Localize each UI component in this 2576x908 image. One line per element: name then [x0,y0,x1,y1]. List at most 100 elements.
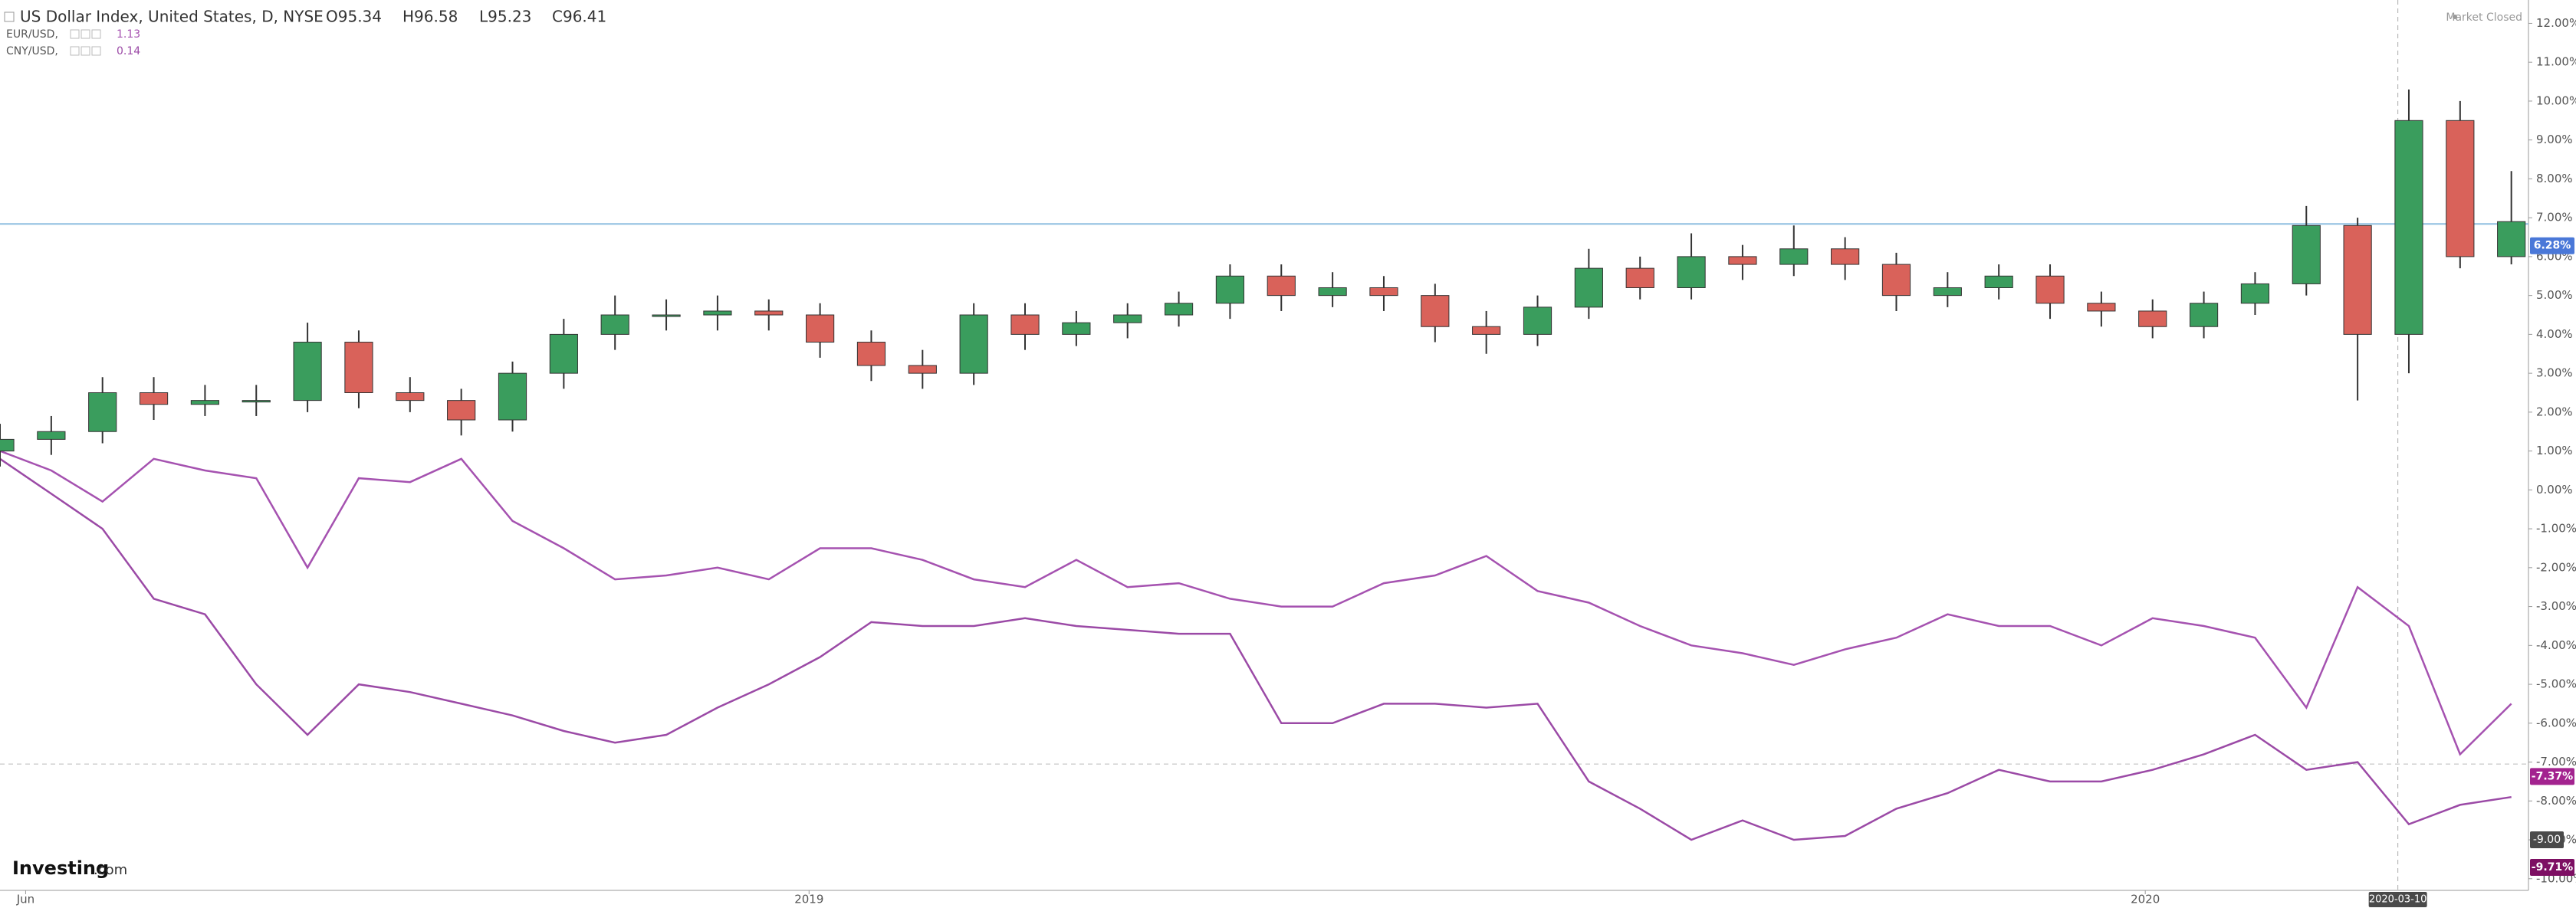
candle-body [1113,314,1142,323]
price-tag-label: -7.37% [2532,770,2573,782]
price-tag-label: 6.28% [2534,240,2571,252]
y-tick-label: 3.00% [2536,366,2573,380]
candle-body [908,365,937,374]
candle-body [2497,221,2526,257]
status-dot [2453,15,2457,19]
series-line [0,457,2512,841]
candle-body [1625,267,1654,288]
candle-body [447,400,476,421]
candle-body [2240,283,2270,304]
crosshair-x-label: 2020-03-10 [2369,894,2427,906]
price-tag [2530,768,2574,785]
candle-body [959,314,988,374]
x-tick-label: Jun [16,893,34,906]
candle-body [549,333,578,374]
candle-body [344,342,373,393]
y-tick-label: -4.00% [2536,638,2576,652]
y-tick-label: 4.00% [2536,327,2573,341]
candle-body [139,392,169,405]
candle-body [856,342,886,366]
candle-body [2189,303,2219,327]
y-tick-label: -2.00% [2536,560,2576,574]
x-tick-label: 2020 [2131,893,2160,906]
legend-name: EUR/USD, [6,28,58,41]
candle-body [1574,267,1603,308]
y-tick-label: 7.00% [2536,211,2573,225]
series-line [0,450,2512,756]
candle-body [806,314,835,343]
price-tag-label: -9.71% [2532,861,2573,874]
y-tick-label: -3.00% [2536,599,2576,613]
candle-body [2292,225,2321,284]
candle-body [1215,275,1245,304]
candle-body [1523,306,1552,335]
candle-body [2087,303,2116,312]
candle-body [754,310,784,316]
candle-body [1421,295,1450,327]
y-tick-label: 12.00% [2536,16,2576,30]
candle-body [1831,248,1860,265]
legend-price: 1.13 [117,28,140,41]
candle-body [1062,322,1091,335]
candle-body [1369,287,1398,297]
candle-body [0,438,15,452]
candle-body [88,392,117,432]
y-tick-label: 2.00% [2536,405,2573,418]
market-status: Market Closed [2446,11,2522,24]
candle-body [600,314,629,335]
y-tick-label: 0.00% [2536,483,2573,497]
candle-body [37,431,66,440]
y-tick-label: 5.00% [2536,288,2573,302]
legend-icon [70,29,80,39]
candle-body [190,400,219,405]
candle-body [1728,256,1757,265]
candle-body [703,310,732,316]
candle-body [1010,314,1040,335]
header-close: C96.41 [552,8,606,26]
y-tick-label: 1.00% [2536,444,2573,457]
legend-icon [80,46,90,56]
logo-brand: Investing [12,857,109,879]
candle-body [2446,120,2475,257]
collapse-icon[interactable] [4,11,15,22]
crosshair-x-tag [2368,892,2427,907]
y-tick-label: 10.00% [2536,93,2576,107]
logo-suffix: .com [94,862,127,878]
candle-body [2036,275,2065,304]
header-high: H96.58 [402,8,458,26]
candle-body [2394,120,2423,335]
candle-body [242,400,271,403]
crosshair-y-label: -9.00 [2533,834,2561,846]
y-tick-label: -7.00% [2536,755,2576,769]
candle-body [2343,225,2372,335]
candle-body [1984,275,2013,288]
candle-body [652,314,681,317]
candle-body [1164,303,1194,316]
candle-body [396,392,425,402]
candle-body [1318,287,1347,297]
y-tick-label: -5.00% [2536,677,2576,691]
y-tick-label: -8.00% [2536,794,2576,808]
x-tick-label: 2019 [794,893,823,906]
header-title: US Dollar Index, United States, D, NYSE [20,8,324,26]
candle-body [1933,287,1962,297]
candle-body [1267,275,1296,297]
y-tick-label: -6.00% [2536,716,2576,729]
legend-price: 0.14 [117,45,140,57]
y-tick-label: 11.00% [2536,55,2576,69]
candle-body [1881,264,1911,297]
legend-icon [91,29,101,39]
candle-body [2138,310,2167,327]
y-tick-label: 9.00% [2536,133,2573,146]
candle-body [1472,326,1501,335]
y-tick-label: -1.00% [2536,522,2576,536]
candle-body [1779,248,1809,265]
y-tick-label: 8.00% [2536,172,2573,185]
candle-body [498,372,527,421]
legend-icon [80,29,90,39]
candle-body [1677,256,1706,288]
price-tag [2530,237,2574,254]
crosshair-y-tag [2530,831,2564,849]
